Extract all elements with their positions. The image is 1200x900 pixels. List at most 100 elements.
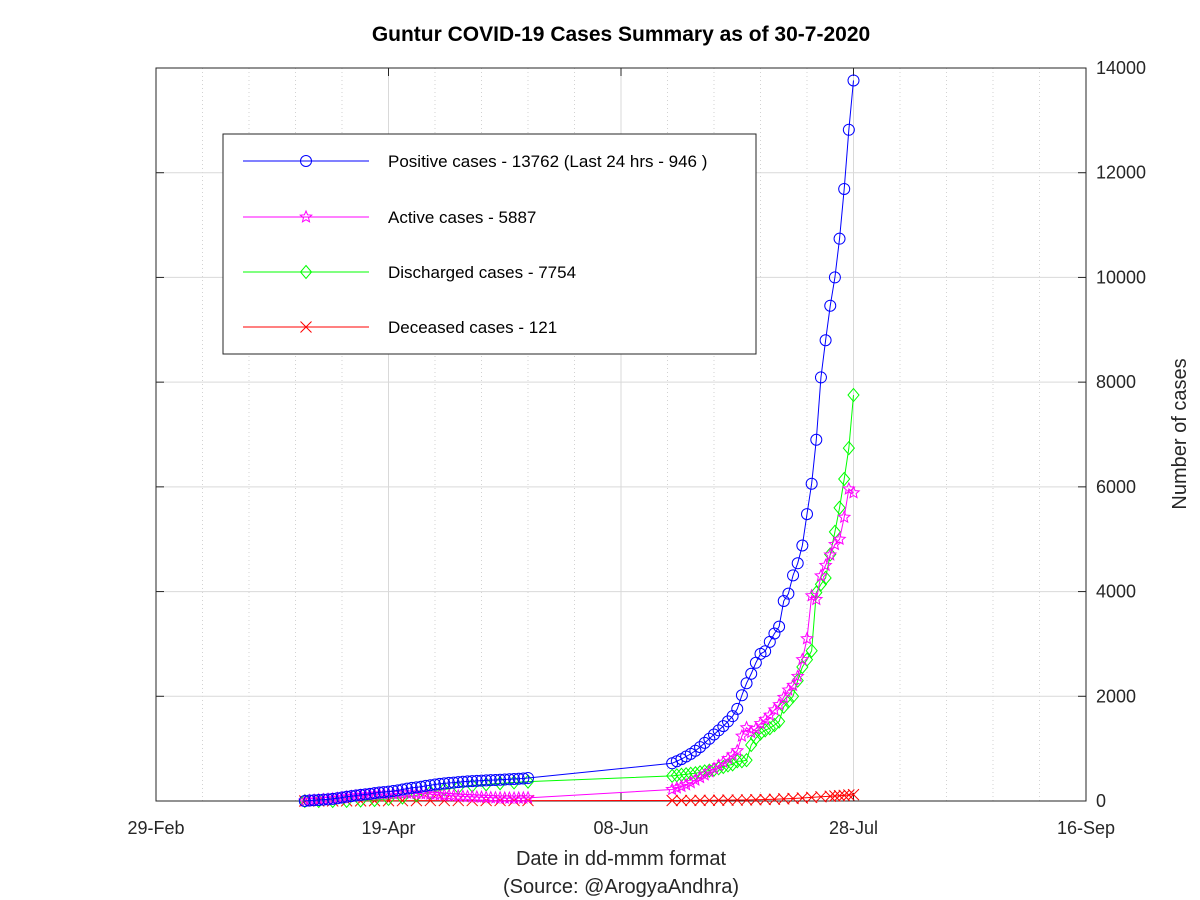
data-point <box>693 770 707 784</box>
data-point <box>772 714 786 729</box>
data-point <box>810 433 823 446</box>
data-point <box>838 182 851 195</box>
data-point <box>345 790 358 803</box>
chart-title: Guntur COVID-19 Cases Summary as of 30-7… <box>372 23 870 46</box>
data-point <box>768 793 781 806</box>
data-point <box>791 557 804 570</box>
data-point <box>731 794 744 806</box>
data-point <box>814 568 828 582</box>
data-point <box>847 387 860 403</box>
data-point <box>819 570 832 586</box>
data-point <box>359 788 372 801</box>
y-tick-label: 8000 <box>1096 372 1136 392</box>
legend-label: Positive cases - 13762 (Last 24 hrs - 94… <box>388 152 707 171</box>
data-point <box>452 776 465 789</box>
data-point <box>795 652 810 666</box>
data-point <box>669 780 684 794</box>
data-point <box>373 786 386 799</box>
data-point <box>805 477 818 490</box>
data-point <box>814 576 828 592</box>
x-tick-label: 08-Jun <box>593 818 648 838</box>
data-point <box>508 773 521 786</box>
data-point <box>303 794 316 807</box>
data-point <box>516 790 531 804</box>
data-point <box>809 592 824 606</box>
data-point <box>322 793 335 806</box>
data-point <box>410 781 423 794</box>
data-point <box>712 724 725 737</box>
data-point <box>749 793 762 806</box>
data-point <box>773 620 786 633</box>
data-point <box>466 775 479 788</box>
data-point <box>768 717 781 733</box>
data-point <box>824 790 837 803</box>
data-point <box>683 775 698 789</box>
data-point <box>726 710 739 723</box>
data-point <box>480 774 493 787</box>
data-point <box>815 790 827 803</box>
data-point <box>521 790 535 804</box>
data-point <box>694 794 706 807</box>
data-point <box>503 773 516 786</box>
data-point <box>512 772 525 785</box>
data-point <box>740 752 753 768</box>
data-point <box>498 773 511 786</box>
data-point <box>331 792 344 805</box>
data-point <box>703 794 716 807</box>
data-point <box>786 677 800 692</box>
data-point <box>735 753 749 769</box>
y-tick-label: 0 <box>1096 791 1106 811</box>
data-point <box>847 74 860 87</box>
data-point <box>415 780 428 793</box>
data-point <box>697 767 712 781</box>
data-point <box>829 790 841 802</box>
x-axis: 29-Feb 19-Apr 08-Jun 28-Jul 16-Sep <box>127 68 1115 838</box>
data-point <box>494 773 507 786</box>
legend-marker <box>300 321 312 333</box>
data-point <box>824 299 837 312</box>
data-point <box>819 334 832 347</box>
series-x <box>298 788 860 807</box>
data-point <box>833 232 846 245</box>
y-tick-label: 14000 <box>1096 58 1146 78</box>
data-point <box>787 569 800 582</box>
data-point <box>772 697 787 711</box>
data-point <box>688 772 703 786</box>
data-point <box>429 778 441 791</box>
data-point <box>716 754 731 769</box>
data-point <box>298 795 311 807</box>
data-point <box>689 744 702 757</box>
data-point <box>782 587 795 600</box>
data-point <box>790 669 805 683</box>
data-point <box>725 747 740 761</box>
data-point <box>759 793 772 806</box>
data-point <box>777 594 790 607</box>
data-point <box>423 786 438 800</box>
data-point <box>838 789 851 802</box>
data-point <box>722 794 734 807</box>
data-point <box>731 702 744 715</box>
data-point <box>796 792 809 804</box>
y-tick-label: 6000 <box>1096 477 1136 497</box>
legend-label: Active cases - 5887 <box>388 208 536 227</box>
legend-label: Deceased cases - 121 <box>388 318 557 337</box>
data-point <box>703 732 716 745</box>
data-point <box>814 371 827 384</box>
data-point <box>717 720 730 733</box>
data-point <box>405 781 418 794</box>
data-point <box>666 794 679 807</box>
data-point <box>340 790 353 803</box>
data-point <box>801 508 813 521</box>
data-point <box>776 690 791 704</box>
data-point <box>805 643 818 659</box>
data-point <box>753 716 768 730</box>
legend-marker <box>300 155 312 167</box>
data-point <box>758 723 772 738</box>
data-point <box>702 764 717 778</box>
data-point <box>712 794 725 807</box>
data-point <box>437 787 452 802</box>
data-point <box>432 787 447 801</box>
data-point <box>522 771 534 784</box>
data-point <box>438 794 451 807</box>
data-point <box>707 761 721 775</box>
